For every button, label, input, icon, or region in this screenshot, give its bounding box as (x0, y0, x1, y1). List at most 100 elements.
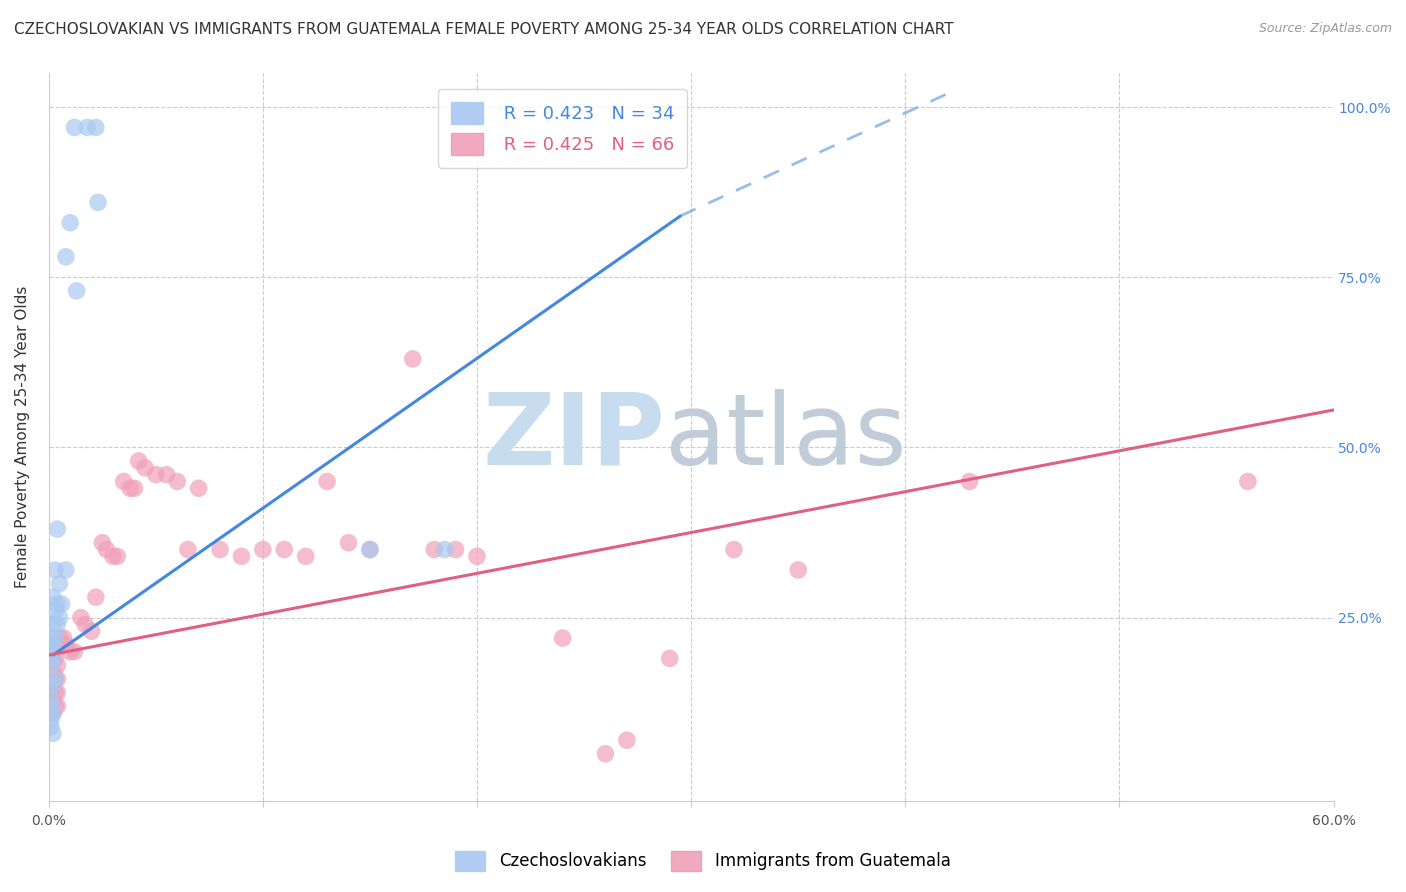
Point (46, 522, 69, 536)
Point (187, 481, 209, 495)
Point (39, 665, 62, 679)
Point (337, 535, 360, 549)
Point (87, 195, 110, 210)
Point (44, 651, 66, 665)
Point (91, 535, 114, 549)
Point (444, 542, 467, 557)
Point (42, 651, 65, 665)
Point (145, 467, 167, 482)
Point (52, 631, 75, 645)
Legend:  R = 0.423   N = 34,  R = 0.425   N = 66: R = 0.423 N = 34, R = 0.425 N = 66 (439, 89, 688, 168)
Point (42, 591, 65, 605)
Point (42, 706, 65, 720)
Point (55, 638, 77, 652)
Point (44, 685, 66, 699)
Point (1237, 475, 1260, 489)
Point (39, 631, 62, 645)
Point (177, 542, 200, 557)
Point (84, 120, 107, 135)
Point (128, 454, 150, 468)
Point (48, 610, 70, 624)
Point (51, 638, 73, 652)
Point (46, 658, 69, 673)
Point (316, 475, 339, 489)
Point (48, 576, 70, 591)
Point (658, 651, 681, 665)
Point (42, 679, 65, 693)
Point (39, 699, 62, 714)
Point (294, 549, 316, 564)
Text: CZECHOSLOVAKIAN VS IMMIGRANTS FROM GUATEMALA FEMALE POVERTY AMONG 25-34 YEAR OLD: CZECHOSLOVAKIAN VS IMMIGRANTS FROM GUATE… (14, 22, 953, 37)
Point (231, 549, 253, 564)
Point (101, 549, 124, 564)
Point (39, 692, 62, 706)
Point (423, 542, 446, 557)
Point (76, 120, 98, 135)
Y-axis label: Female Poverty Among 25-34 Year Olds: Female Poverty Among 25-34 Year Olds (15, 286, 30, 589)
Point (44, 631, 66, 645)
Point (59, 216, 82, 230)
Point (63, 120, 86, 135)
Point (359, 542, 381, 557)
Text: Source: ZipAtlas.com: Source: ZipAtlas.com (1258, 22, 1392, 36)
Point (124, 481, 146, 495)
Point (252, 542, 274, 557)
Point (616, 733, 638, 747)
Point (959, 475, 981, 489)
Point (59, 645, 82, 659)
Point (96, 542, 118, 557)
Point (42, 679, 65, 693)
Point (39, 679, 62, 693)
Point (42, 665, 65, 679)
Text: atlas: atlas (665, 389, 907, 486)
Point (39, 706, 62, 720)
Point (48, 631, 70, 645)
Point (51, 597, 73, 611)
Point (166, 475, 188, 489)
Point (42, 651, 65, 665)
Point (595, 747, 617, 761)
Point (42, 706, 65, 720)
Point (402, 351, 425, 366)
Point (44, 672, 66, 686)
Point (42, 638, 65, 652)
Point (39, 658, 62, 673)
Point (46, 672, 69, 686)
Point (134, 460, 156, 475)
Point (44, 604, 66, 618)
Point (359, 542, 381, 557)
Point (63, 645, 86, 659)
Point (42, 692, 65, 706)
Point (44, 672, 66, 686)
Point (723, 542, 745, 557)
Point (55, 563, 77, 577)
Point (84, 591, 107, 605)
Legend: Czechoslovakians, Immigrants from Guatemala: Czechoslovakians, Immigrants from Guatem… (447, 842, 959, 880)
Point (112, 475, 135, 489)
Point (39, 692, 62, 706)
Point (70, 610, 93, 624)
Text: ZIP: ZIP (482, 389, 665, 486)
Point (42, 726, 65, 740)
Point (46, 617, 69, 632)
Point (465, 549, 488, 564)
Point (75, 617, 97, 632)
Point (39, 720, 62, 734)
Point (120, 481, 142, 495)
Point (433, 542, 456, 557)
Point (44, 563, 66, 577)
Point (46, 685, 69, 699)
Point (65, 284, 87, 298)
Point (39, 713, 62, 727)
Point (787, 563, 810, 577)
Point (55, 250, 77, 264)
Point (105, 549, 128, 564)
Point (44, 699, 66, 714)
Point (46, 597, 69, 611)
Point (39, 645, 62, 659)
Point (551, 631, 574, 645)
Point (46, 699, 69, 714)
Point (209, 542, 232, 557)
Point (155, 467, 177, 482)
Point (273, 542, 295, 557)
